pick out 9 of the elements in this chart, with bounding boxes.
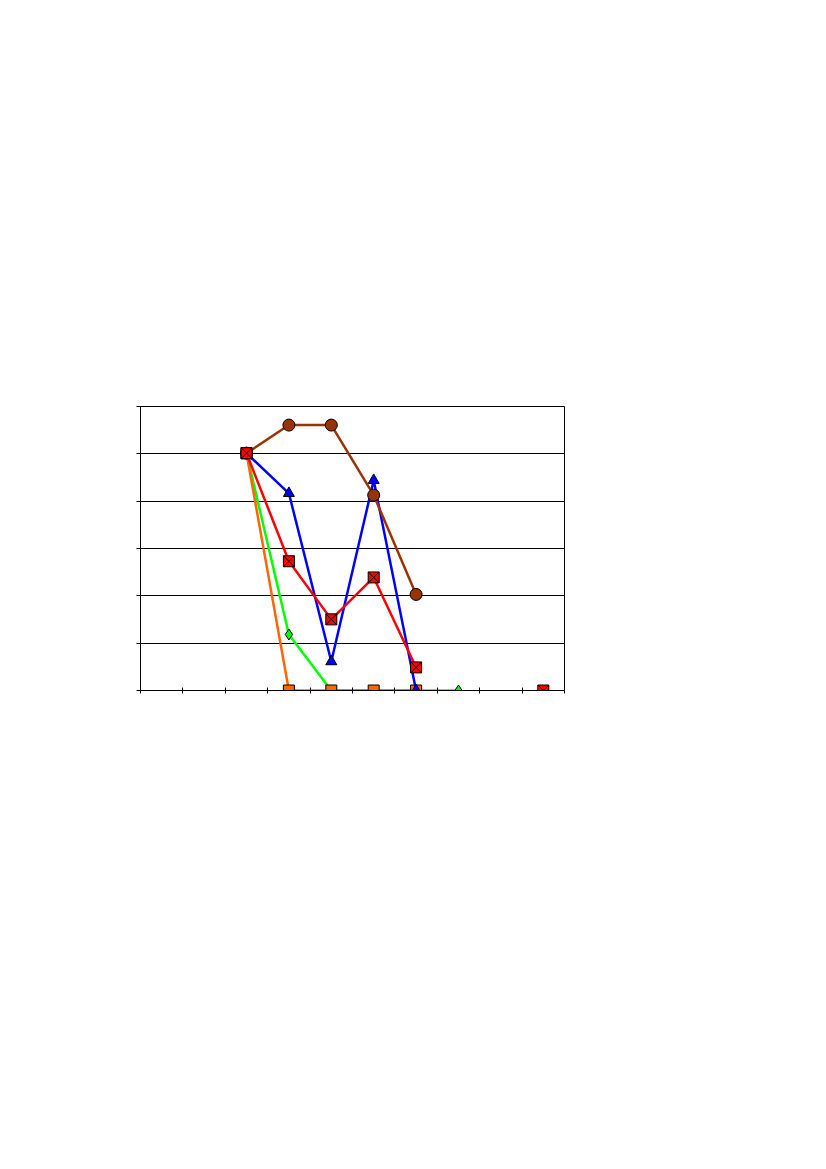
point — [282, 418, 296, 432]
point — [324, 418, 338, 432]
point — [409, 587, 423, 601]
point — [367, 571, 380, 584]
point — [325, 654, 338, 666]
point — [282, 555, 295, 568]
point — [367, 488, 381, 502]
point — [282, 486, 295, 497]
point — [367, 473, 380, 484]
